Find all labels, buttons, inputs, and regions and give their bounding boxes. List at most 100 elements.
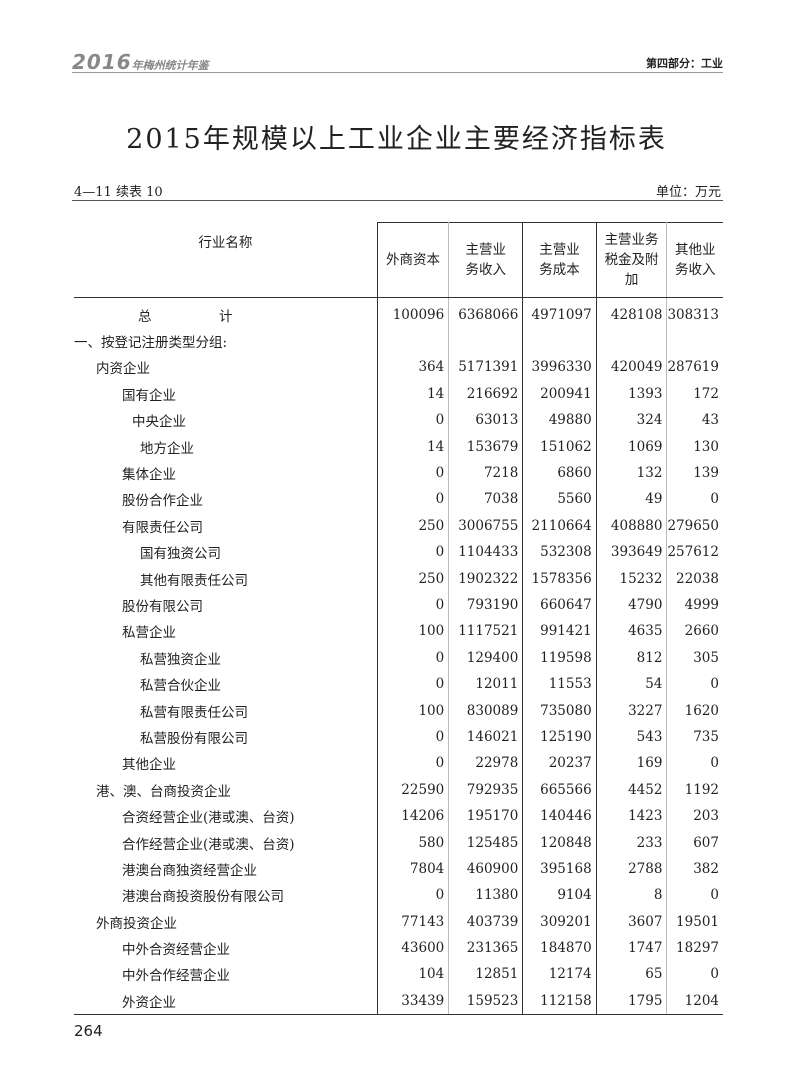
table-row: 私营股份有限公司 0 146021 125190 543 735 [74,723,723,751]
cell-value: 33439 [377,987,450,1016]
row-label: 有限责任公司 [74,512,378,540]
cell-value: 408880 [596,512,668,540]
cell-value: 792935 [448,776,524,803]
cell-value: 125190 [522,723,597,751]
cell-value: 580 [377,829,450,856]
cell-value: 12011 [448,670,524,698]
cell-value: 5560 [522,486,597,513]
cell-value: 184870 [522,934,597,962]
cell-value: 324 [596,407,668,434]
table-number: 4—11 续表 10 [74,185,163,200]
column-header: 行业名称 [74,222,378,298]
cell-value: 20237 [522,750,597,777]
column-header-line: 其他业 [674,241,716,258]
cell-value: 63013 [448,407,524,434]
row-label: 合作经营企业(港或澳、台资) [74,829,378,856]
cell-value: 0 [377,407,450,434]
row-label: 集体企业 [74,459,378,487]
cell-value: 735 [693,728,719,745]
column-header: 外商资本 [377,222,450,298]
table-row: 内资企业 364 5171391 3996330 420049 287619 [74,354,723,381]
cell-value: 830089 [448,697,524,724]
cell-value: 18297 [676,940,719,957]
column-header: 主营业 务收入 [448,222,524,298]
cell-value: 991421 [522,618,597,645]
cell-value: 250 [377,512,450,540]
row-label: 股份有限公司 [74,591,378,619]
cell-value: 19501 [676,913,719,930]
row-label: 一、按登记注册类型分组: [74,327,378,355]
cell-value: 309201 [522,908,597,935]
cell-value: 132 [596,459,668,487]
cell-value: 140446 [522,802,597,830]
cell-value: 49880 [522,407,597,434]
cell-value: 364 [377,354,450,381]
cell-value: 420049 [596,354,668,381]
cell-value: 279650 [667,517,719,534]
cell-value: 257612 [667,544,719,561]
column-header-line: 主营业 [465,241,507,258]
cell-value: 159523 [448,987,524,1016]
cell-value: 112158 [522,987,597,1016]
cell-value: 139 [693,465,719,482]
running-header-section: 第四部分：工业 [646,57,723,70]
table-row: 港澳台商独资经营企业 7804 460900 395168 2788 382 [74,855,723,883]
row-label: 港澳台商投资股份有限公司 [74,882,378,909]
cell-value [377,327,450,355]
cell-value: 793190 [448,591,524,619]
column-header-line: 务收入 [674,261,716,278]
column-header-line: 务成本 [539,261,580,278]
cell-value: 4635 [596,618,668,645]
cell-value: 735080 [522,697,597,724]
cell-value: 308313 [667,306,719,323]
page-title: 2015年规模以上工业企业主要经济指标表 [126,124,667,155]
cell-value: 100096 [377,297,450,328]
table-row: 私营有限责任公司 100 830089 735080 3227 1620 [74,697,723,724]
cell-value: 125485 [448,829,524,856]
cell-value: 12851 [448,961,524,988]
cell-value: 0 [710,755,719,772]
cell-value: 15232 [596,565,668,592]
row-label: 内资企业 [74,354,378,381]
cell-value: 9104 [522,882,597,909]
cell-value: 43600 [377,934,450,962]
column-header-line: 外商资本 [386,251,441,268]
cell-value: 1620 [684,702,719,719]
column-header: 其他业 务收入 [666,222,723,298]
table-row: 中央企业 0 63013 49880 324 43 [74,407,723,434]
cell-value: 119598 [522,644,597,671]
cell-value: 3996330 [522,354,597,381]
table-row: 港澳台商投资股份有限公司 0 11380 9104 8 0 [74,882,723,909]
row-label: 股份合作企业 [74,486,378,513]
cell-value: 0 [377,750,450,777]
unit-label: 单位：万元 [655,185,721,200]
running-header-book: 年梅州统计年鉴 [131,59,209,72]
cell-value: 607 [693,834,719,851]
cell-value: 2660 [684,623,719,640]
cell-value: 382 [693,860,719,877]
cell-value: 231365 [448,934,524,962]
cell-value: 6368066 [448,297,524,328]
cell-value: 0 [377,670,450,698]
table-row: 其他有限责任公司 250 1902322 1578356 15232 22038 [74,565,723,592]
row-label: 中外合资经营企业 [74,934,378,962]
cell-value: 665566 [522,776,597,803]
cell-value: 151062 [522,433,597,460]
column-header-line: 加 [624,271,639,288]
table-row: 有限责任公司 250 3006755 2110664 408880 279650 [74,512,723,540]
cell-value: 5171391 [448,354,524,381]
cell-value: 305 [693,649,719,666]
cell-value: 4971097 [522,297,597,328]
cell-value: 0 [710,676,719,693]
cell-value: 169 [596,750,668,777]
cell-value: 428108 [596,297,668,328]
table-header-row: 行业名称 外商资本 主营业 务收入 主营业 务成本 主营业务 税金及附加其他业 务收入 [74,222,723,298]
table-row: 港、澳、台商投资企业 22590 792935 665566 4452 1192 [74,776,723,803]
cell-value: 0 [377,539,450,566]
cell-value: 1069 [596,433,668,460]
cell-value: 22978 [448,750,524,777]
table-row: 中外合作经营企业 104 12851 12174 65 0 [74,961,723,988]
running-header-year: 2016 [72,50,132,74]
row-label: 私营企业 [74,618,378,645]
table-row: 总 计 100096 6368066 4971097 428108 308313 [74,297,723,328]
